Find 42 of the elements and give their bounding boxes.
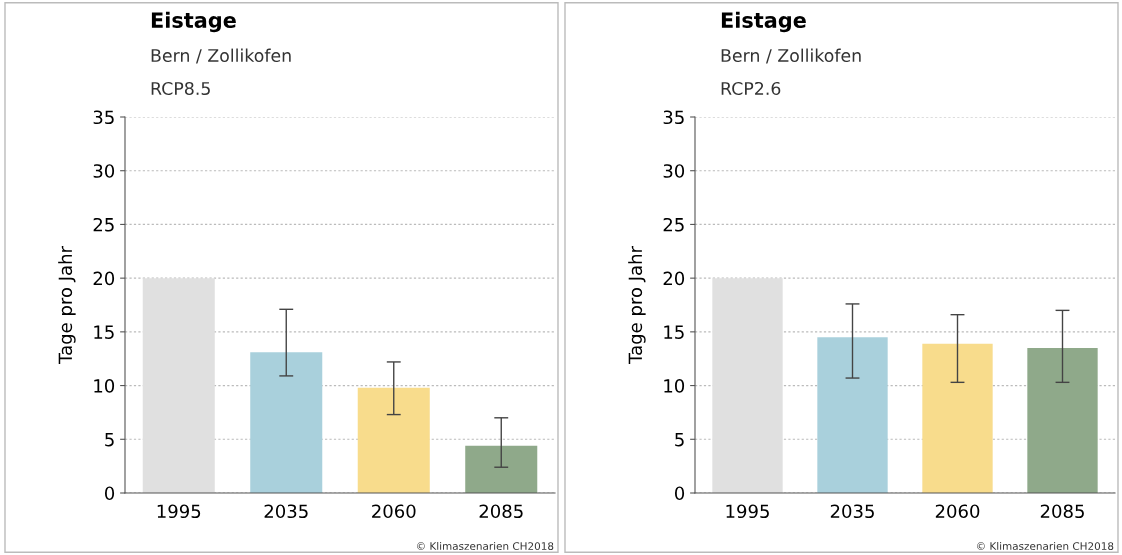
bar bbox=[817, 337, 888, 493]
y-tick-label: 30 bbox=[93, 164, 115, 178]
y-tick-label: 35 bbox=[93, 110, 114, 125]
y-tick-label: 25 bbox=[663, 217, 684, 232]
x-tick-label: 2060 bbox=[372, 504, 416, 519]
y-tick-label: 15 bbox=[664, 325, 684, 339]
x-tick-label: 2035 bbox=[264, 504, 308, 519]
chart-subtitle: Bern / Zollikofen bbox=[721, 48, 861, 64]
x-tick-label: 2085 bbox=[1040, 504, 1084, 519]
bar bbox=[712, 278, 783, 493]
y-tick-label: 15 bbox=[94, 325, 114, 339]
x-tick-label: 1995 bbox=[157, 504, 201, 519]
y-tick-label: 25 bbox=[93, 217, 114, 232]
bar bbox=[357, 387, 430, 493]
y-tick-label: 5 bbox=[105, 432, 114, 447]
chart-subtitle: Bern / Zollikofen bbox=[151, 48, 291, 64]
text: © Klimaszenarien CH2018 bbox=[977, 541, 1114, 551]
y-tick-label: 0 bbox=[104, 486, 115, 501]
chart-title: Eistage bbox=[151, 11, 236, 33]
text: RCP8.5 bbox=[151, 81, 210, 96]
text: RCP2.6 bbox=[721, 81, 781, 96]
text: © Klimaszenarien CH2018 bbox=[417, 541, 554, 551]
y-tick-label: 0 bbox=[674, 486, 685, 501]
y-axis-title: Tage pro Jahr bbox=[628, 246, 646, 365]
y-tick-label: 35 bbox=[663, 110, 684, 125]
y-tick-label: 10 bbox=[664, 379, 685, 393]
y-tick-label: 10 bbox=[94, 379, 115, 393]
y-tick-label: 20 bbox=[93, 271, 115, 286]
x-tick-label: 2060 bbox=[935, 504, 980, 519]
x-tick-label: 2085 bbox=[479, 504, 523, 519]
bar bbox=[142, 278, 215, 493]
bar bbox=[465, 445, 538, 493]
y-tick-label: 20 bbox=[663, 271, 685, 286]
bar bbox=[922, 343, 993, 493]
x-tick-label: 1995 bbox=[726, 504, 769, 519]
x-tick-label: 2035 bbox=[830, 504, 874, 519]
y-axis-title: Tage pro Jahr bbox=[58, 246, 76, 365]
y-tick-label: 30 bbox=[663, 164, 685, 178]
bar bbox=[250, 352, 323, 493]
bar bbox=[1027, 347, 1098, 493]
y-tick-label: 5 bbox=[675, 432, 684, 447]
chart-title: Eistage bbox=[721, 11, 806, 33]
